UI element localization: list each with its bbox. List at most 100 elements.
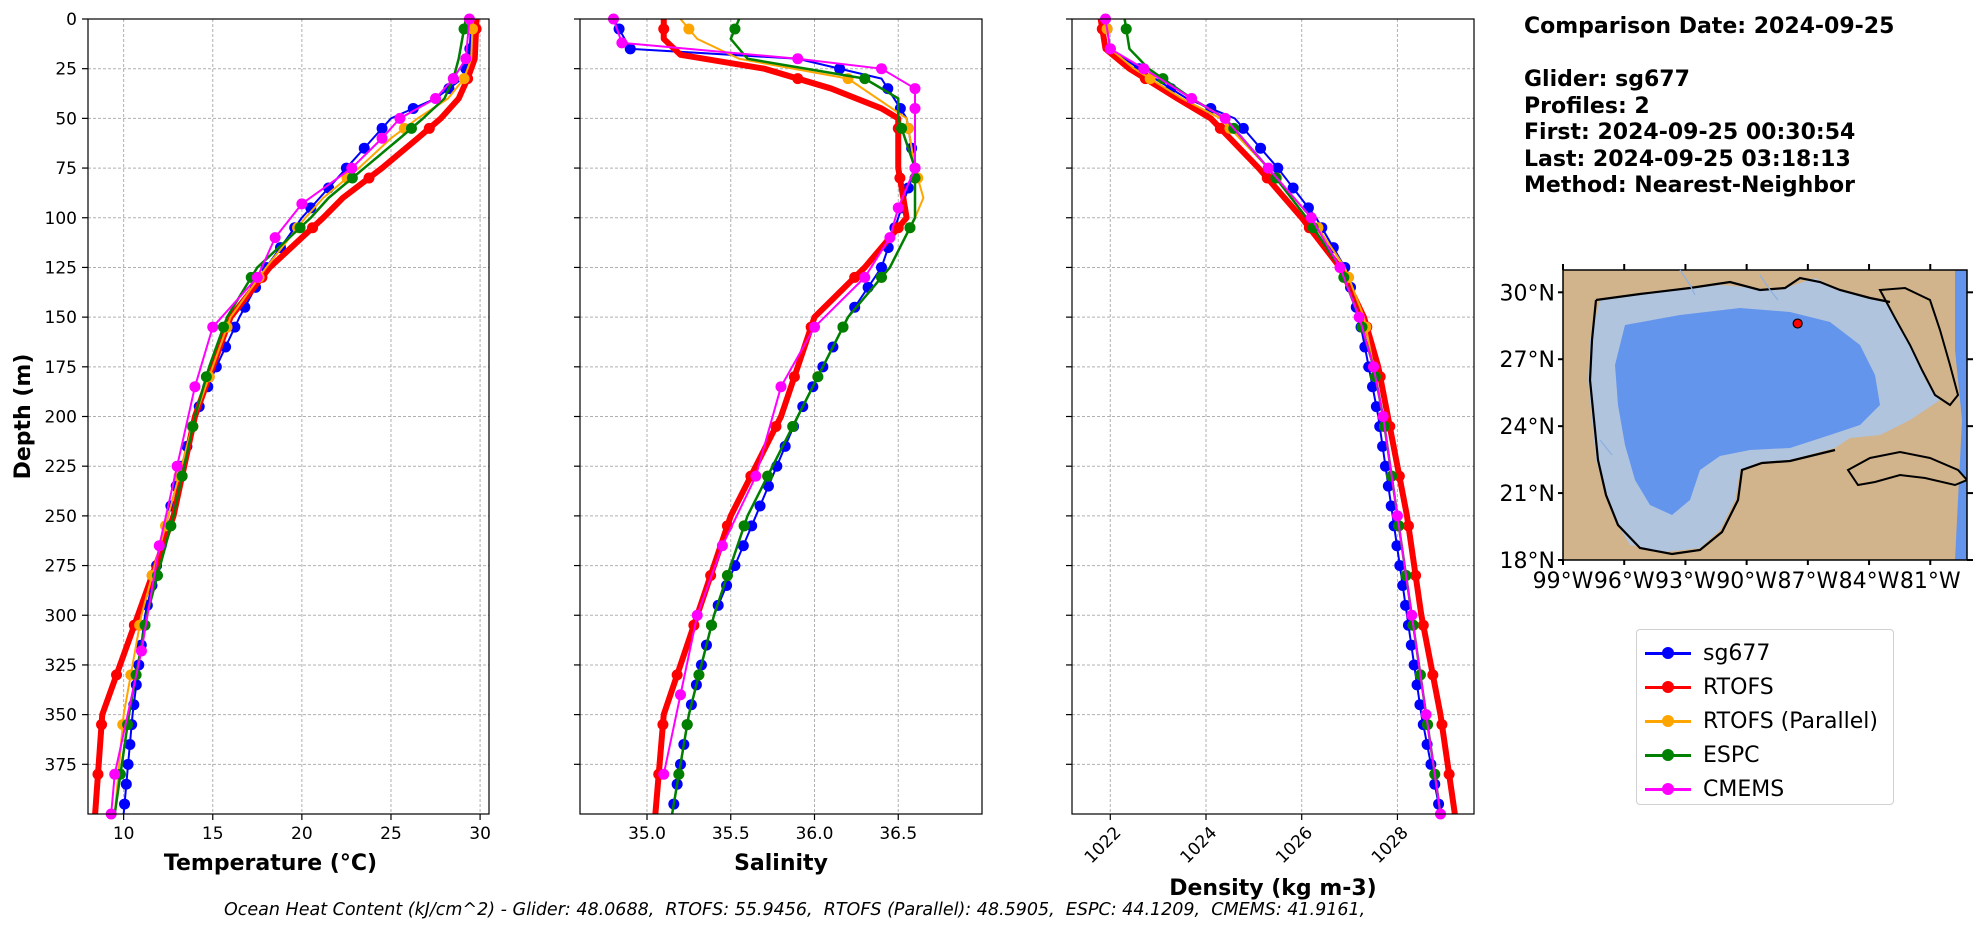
last-time: Last: 2024-09-25 03:18:13	[1524, 146, 1851, 172]
series-point	[762, 470, 774, 482]
series-point	[1420, 709, 1432, 721]
y-tick-label: 50	[55, 109, 77, 129]
series-point	[358, 142, 370, 154]
x-tick-label: 1022	[1081, 823, 1126, 868]
series-point	[376, 122, 388, 134]
y-axis-label: Depth (m)	[11, 354, 36, 480]
series-point	[754, 500, 766, 512]
series-point	[894, 172, 906, 184]
series-point	[738, 520, 750, 532]
first-time: First: 2024-09-25 00:30:54	[1524, 120, 1856, 145]
series-point	[467, 23, 479, 35]
series-point	[1436, 719, 1448, 731]
series-point	[307, 222, 319, 234]
ohc-footer: Ocean Heat Content (kJ/cm^2) - Glider: 4…	[224, 900, 1366, 920]
series-point	[171, 460, 183, 472]
series-point	[1414, 699, 1426, 711]
series-point	[834, 63, 846, 75]
map-coastline	[1588, 276, 1891, 556]
series-point	[681, 719, 693, 731]
legend-swatch	[1645, 643, 1691, 663]
series-point	[1144, 73, 1156, 85]
series-point	[1377, 440, 1389, 452]
series-point	[892, 222, 904, 234]
map-lon-label: 90°W	[1716, 569, 1777, 594]
map-lon-label: 96°W	[1594, 569, 1655, 594]
x-tick-label: 1024	[1176, 823, 1221, 868]
x-tick-label: 36.5	[879, 824, 917, 844]
series-point	[1237, 122, 1249, 134]
legend-entry-espc: ESPC	[1637, 738, 1893, 772]
series-point	[909, 102, 921, 114]
series-point	[430, 93, 442, 104]
series-point	[1255, 142, 1267, 154]
series-point	[859, 271, 871, 283]
series-point	[460, 53, 472, 65]
legend-swatch	[1645, 779, 1691, 799]
series-point	[904, 222, 916, 234]
x-axis-label: Salinity	[734, 851, 828, 876]
series-point	[1120, 23, 1132, 35]
series-point	[673, 768, 685, 780]
series-point	[1334, 261, 1346, 273]
series-point	[1417, 619, 1429, 631]
series-point	[1408, 659, 1420, 671]
series-point	[1368, 361, 1379, 373]
series-point	[1262, 162, 1274, 174]
series-line-espc	[113, 18, 468, 815]
series-point	[1305, 212, 1317, 224]
series-point	[96, 719, 108, 731]
series-point	[1104, 43, 1116, 55]
series-point	[892, 202, 904, 214]
series-point	[207, 321, 219, 333]
map-rivers	[1599, 269, 1779, 456]
x-tick-label: 1026	[1272, 823, 1317, 868]
series-point	[119, 798, 131, 810]
y-tick-label: 250	[45, 507, 77, 527]
y-tick-label: 375	[45, 755, 77, 775]
series-point	[1400, 599, 1412, 611]
legend-label: sg677	[1703, 640, 1771, 666]
series-point	[909, 162, 921, 174]
map-lon-label: 99°W	[1533, 569, 1594, 594]
series-point	[788, 371, 800, 383]
series-point	[1261, 172, 1273, 184]
y-tick-label: 350	[45, 706, 77, 726]
series-point	[1353, 311, 1365, 323]
x-tick-label: 35.5	[712, 824, 750, 844]
comparison-date: Comparison Date: 2024-09-25	[1524, 14, 1895, 39]
method: Method: Nearest-Neighbor	[1524, 173, 1855, 198]
series-point	[1287, 182, 1299, 194]
x-tick-label: 15	[202, 824, 224, 844]
map-lon-label: 84°W	[1839, 569, 1900, 594]
series-point	[876, 261, 887, 273]
series-point	[658, 768, 670, 780]
legend-swatch	[1645, 711, 1691, 731]
map-lat-label: 21°N	[1500, 482, 1555, 507]
series-line-cmems	[612, 18, 916, 775]
x-axis-label: Temperature (°C)	[164, 851, 377, 876]
series-point	[458, 73, 470, 85]
series-point	[251, 271, 263, 283]
y-tick-label: 150	[45, 308, 77, 328]
series-point	[762, 480, 774, 492]
series-point	[217, 321, 229, 333]
x-tick-label: 10	[113, 824, 135, 844]
series-point	[1367, 381, 1379, 393]
series-point	[1411, 679, 1423, 691]
map-frame	[1562, 269, 1968, 561]
series-point	[394, 112, 406, 124]
y-tick-label: 225	[45, 457, 77, 477]
series-point	[705, 619, 717, 631]
series-point	[135, 645, 147, 657]
x-tick-label: 30	[469, 824, 491, 844]
map-lon-label: 81°W	[1900, 569, 1961, 594]
x-tick-label: 25	[380, 824, 402, 844]
series-point	[787, 420, 799, 432]
series-point	[1443, 768, 1455, 780]
series-point	[658, 23, 670, 35]
map-east-ocean	[1955, 270, 1967, 560]
legend-swatch	[1645, 677, 1691, 697]
series-line-espc	[670, 18, 917, 815]
